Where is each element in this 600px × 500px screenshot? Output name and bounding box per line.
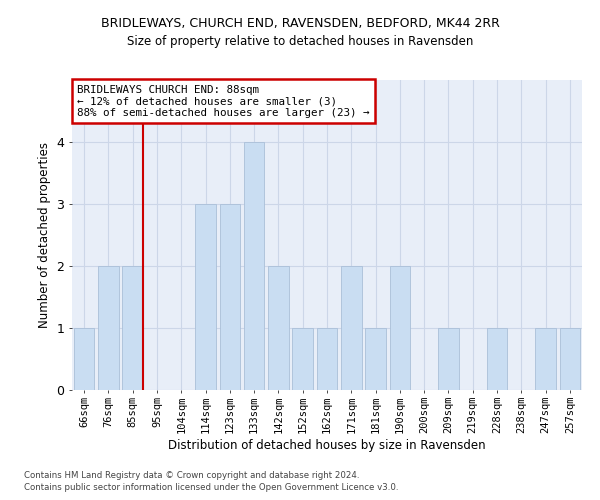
Bar: [292, 328, 313, 390]
Bar: [74, 328, 94, 390]
Bar: [341, 266, 362, 390]
Bar: [98, 266, 119, 390]
Bar: [389, 266, 410, 390]
Y-axis label: Number of detached properties: Number of detached properties: [38, 142, 51, 328]
Text: Size of property relative to detached houses in Ravensden: Size of property relative to detached ho…: [127, 35, 473, 48]
Bar: [268, 266, 289, 390]
Text: BRIDLEWAYS CHURCH END: 88sqm
← 12% of detached houses are smaller (3)
88% of sem: BRIDLEWAYS CHURCH END: 88sqm ← 12% of de…: [77, 84, 370, 118]
Bar: [560, 328, 580, 390]
Bar: [365, 328, 386, 390]
Text: Contains public sector information licensed under the Open Government Licence v3: Contains public sector information licen…: [24, 484, 398, 492]
Text: BRIDLEWAYS, CHURCH END, RAVENSDEN, BEDFORD, MK44 2RR: BRIDLEWAYS, CHURCH END, RAVENSDEN, BEDFO…: [101, 18, 499, 30]
X-axis label: Distribution of detached houses by size in Ravensden: Distribution of detached houses by size …: [168, 438, 486, 452]
Bar: [438, 328, 459, 390]
Bar: [195, 204, 216, 390]
Bar: [122, 266, 143, 390]
Bar: [220, 204, 240, 390]
Bar: [487, 328, 508, 390]
Bar: [317, 328, 337, 390]
Bar: [244, 142, 265, 390]
Bar: [535, 328, 556, 390]
Text: Contains HM Land Registry data © Crown copyright and database right 2024.: Contains HM Land Registry data © Crown c…: [24, 471, 359, 480]
